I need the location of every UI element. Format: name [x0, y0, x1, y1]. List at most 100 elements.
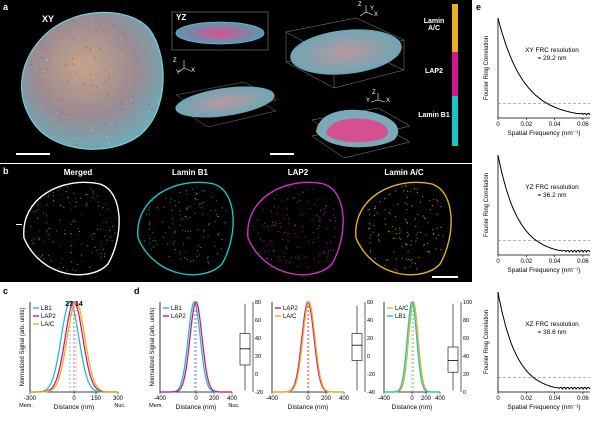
box-tick-label: 100: [463, 300, 472, 306]
scale-bar-a1: [16, 153, 50, 155]
chart-e1: 0 0.02 0.04 0.06 Spatial Frequency (nm⁻¹) Fou…: [484, 17, 591, 137]
speckle-dot: [80, 140, 83, 142]
axis-z-1: Z: [173, 58, 177, 64]
nucleus-speckle: [207, 235, 209, 237]
speckle-dot: [96, 24, 98, 26]
box-tick-label: 80: [463, 318, 469, 324]
nucleus-speckle: [163, 236, 165, 239]
nucleus-speckle: [385, 223, 387, 225]
nucleus-speckle: [408, 258, 410, 260]
x-tick-label: 0: [410, 396, 414, 402]
speckle-dot: [100, 72, 103, 74]
speckle-dot: [100, 139, 103, 142]
nucleus-speckle: [216, 215, 219, 217]
speckle-dot: [75, 47, 78, 49]
speckle-dot: [59, 90, 62, 93]
nucleus-speckle: [103, 221, 105, 223]
frc-annotation: = 36.2 nm: [537, 192, 566, 199]
speckle-dot: [104, 20, 106, 22]
axis-z-3: Z: [372, 90, 376, 96]
nucleus-speckle: [283, 255, 285, 257]
nucleus-speckle: [105, 203, 107, 205]
nucleus-speckle: [70, 233, 72, 235]
speckle-dot: [41, 57, 43, 59]
speckle-dot: [85, 46, 88, 48]
nucleus-speckle: [224, 221, 226, 224]
nucleus-speckle: [295, 187, 297, 189]
box-iqr: [351, 333, 363, 361]
speckle-dot: [66, 93, 69, 95]
nucleus-speckle: [330, 241, 332, 243]
nucleus-speckle: [332, 214, 335, 216]
frc-annotation: = 29.2 nm: [537, 55, 566, 62]
nucleus-speckle: [81, 243, 83, 245]
xy-speckle: [29, 17, 161, 148]
nucleus-speckle: [267, 257, 269, 259]
nucleus-speckle: [312, 241, 314, 243]
nucleus-speckle: [201, 207, 203, 209]
speckle-dot: [143, 114, 146, 117]
nucleus-speckle: [300, 255, 302, 257]
axis-y-3: Y: [366, 98, 371, 104]
nucleus-speckle: [319, 220, 321, 222]
nucleus-speckle: [149, 237, 151, 239]
nucleus-speckle: [174, 200, 176, 202]
nucleus-speckle: [277, 231, 279, 233]
nucleus-speckle: [409, 260, 411, 262]
speckle-dot: [108, 142, 111, 145]
nucleus-speckle: [217, 253, 219, 255]
box-tick-label: 0: [367, 354, 370, 360]
nucleus-speckle: [264, 251, 266, 253]
nucleus-speckle: [105, 221, 107, 223]
nucleus-speckle: [203, 190, 205, 192]
panel-b: b Merged Lamin B1 LAP2 Lamin A/C: [0, 164, 472, 282]
nucleus-speckle: [179, 210, 181, 212]
axes-glyph-3: [370, 93, 386, 103]
x-tick-label: 400: [227, 396, 238, 402]
x-axis-label: Spatial Frequency (nm⁻¹): [507, 130, 580, 137]
speckle-dot: [96, 86, 98, 88]
nucleus-speckle: [420, 231, 422, 233]
x-tick-label: 0: [306, 396, 310, 402]
speckle-dot: [120, 55, 122, 58]
nucleus-speckle: [298, 255, 300, 257]
nucleus-speckle: [38, 230, 40, 232]
nucleus-speckle: [330, 249, 332, 251]
speckle-dot: [94, 49, 97, 52]
nucleus-speckle: [406, 203, 408, 205]
nucleus-speckle: [435, 248, 437, 250]
xy-nucleus: [21, 11, 164, 150]
speckle-dot: [89, 47, 91, 49]
nucleus-speckle: [277, 206, 279, 208]
nucleus-speckle: [85, 193, 87, 195]
nucleus-speckle: [102, 207, 104, 209]
nucleus-speckle: [405, 219, 407, 221]
speckle-dot: [70, 135, 72, 137]
box-iqr: [239, 333, 251, 366]
nucleus-speckle: [91, 233, 93, 235]
nucleus-speckle: [332, 249, 334, 251]
x-tick-label: 0.02: [520, 259, 532, 265]
nucleus-speckle: [374, 207, 376, 209]
nucleus-speckle: [369, 242, 371, 244]
nucleus-speckle: [100, 242, 102, 245]
speckle-dot: [118, 27, 120, 29]
speckle-dot: [47, 46, 50, 48]
legend-label: LAP2: [171, 314, 186, 320]
speckle-dot: [43, 81, 46, 84]
nucleus-speckle: [196, 186, 198, 188]
speckle-dot: [88, 28, 91, 30]
nucleus-speckle: [66, 269, 68, 271]
nucleus-speckle: [38, 239, 41, 241]
nucleus-speckle: [175, 232, 177, 234]
nucleus-speckle: [197, 198, 199, 200]
nucleus-speckle: [96, 195, 98, 197]
nucleus-speckle: [43, 212, 45, 214]
nucleus-speckle: [407, 234, 410, 236]
nucleus-speckle: [252, 225, 254, 227]
nucleus-speckle: [302, 191, 304, 193]
x-tick-label: 0: [496, 122, 500, 128]
box-tick-label: -40: [367, 390, 375, 396]
legend-bar-lap2: [452, 52, 458, 96]
speckle-dot: [74, 138, 77, 140]
